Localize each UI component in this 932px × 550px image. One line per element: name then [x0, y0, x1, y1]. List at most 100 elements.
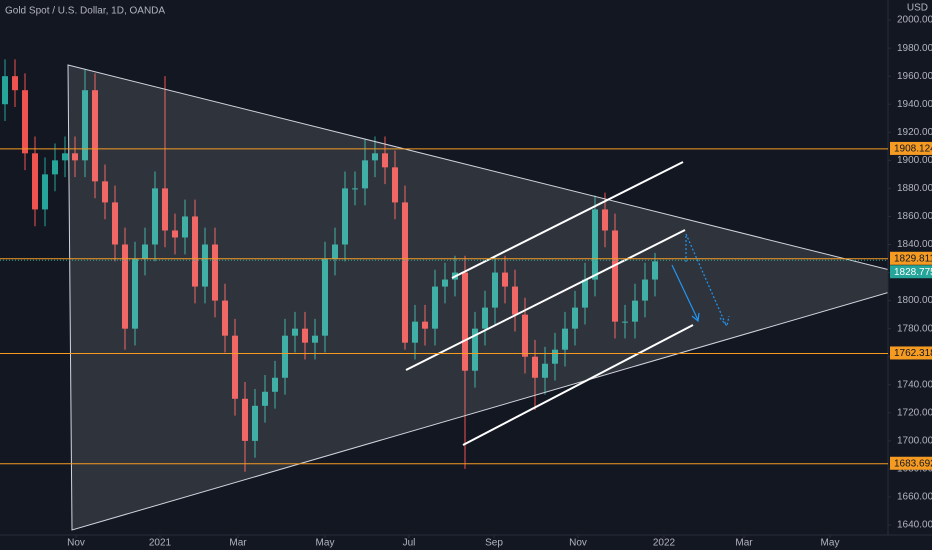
- candle-body: [122, 244, 128, 329]
- candle-body: [382, 153, 388, 168]
- candle-body: [392, 167, 398, 203]
- x-tick-label: Mar: [229, 538, 247, 549]
- candle-body: [252, 405, 258, 441]
- y-tick-label: 1960.000: [897, 71, 932, 82]
- x-tick-label: 2022: [653, 538, 676, 549]
- candle-body: [612, 230, 618, 322]
- candle-body: [632, 300, 638, 322]
- candle-body: [42, 174, 48, 210]
- y-tick-label: 1880.000: [897, 183, 932, 194]
- level-label-box: [890, 141, 932, 155]
- y-tick-label: 1940.000: [897, 99, 932, 110]
- candle-body: [522, 314, 528, 357]
- y-tick-label: 1920.000: [897, 127, 932, 138]
- x-tick-label: May: [821, 538, 840, 549]
- axis-unit: USD: [907, 3, 928, 14]
- candle-body: [412, 321, 418, 343]
- candle-body: [572, 307, 578, 329]
- candle-body: [462, 272, 468, 371]
- y-tick-label: 1860.000: [897, 211, 932, 222]
- candle-body: [442, 279, 448, 287]
- candle-body: [222, 300, 228, 336]
- candle-body: [32, 153, 38, 210]
- channel-line: [462, 324, 694, 446]
- candle-body: [142, 244, 148, 259]
- last-price-box: [890, 265, 932, 279]
- candle-body: [512, 286, 518, 315]
- candle-body: [22, 90, 28, 154]
- y-tick-label: 1980.000: [897, 43, 932, 54]
- candle-body: [2, 76, 8, 105]
- candle-body: [132, 258, 138, 329]
- candle-body: [332, 244, 338, 259]
- candle-body: [262, 391, 268, 406]
- x-tick-label: May: [316, 538, 335, 549]
- candle-body: [342, 188, 348, 245]
- candle-body: [552, 349, 558, 364]
- candle-body: [152, 188, 158, 245]
- candle-body: [312, 335, 318, 343]
- candle-body: [562, 328, 568, 350]
- y-tick-label: 1660.000: [897, 492, 932, 503]
- x-tick-label: Nov: [569, 538, 587, 549]
- channel-line: [405, 229, 686, 371]
- candle-body: [602, 209, 608, 231]
- candle-body: [232, 335, 238, 399]
- candle-body: [52, 160, 58, 175]
- x-tick-label: Mar: [735, 538, 753, 549]
- candle-body: [292, 328, 298, 336]
- level-label: 1829.811: [894, 253, 932, 264]
- y-tick-label: 1800.000: [897, 295, 932, 306]
- candle-body: [192, 216, 198, 287]
- chart-title: Gold Spot / U.S. Dollar, 1D, OANDA: [5, 6, 165, 17]
- candle-body: [322, 258, 328, 336]
- candle-body: [422, 321, 428, 329]
- last-price-label: 1828.775: [894, 267, 932, 278]
- candle-body: [622, 321, 628, 323]
- y-tick-label: 1780.000: [897, 323, 932, 334]
- candle-body: [642, 279, 648, 301]
- candle-body: [72, 153, 78, 161]
- candle-body: [272, 377, 278, 392]
- candle-body: [182, 216, 188, 238]
- candle-body: [62, 153, 68, 161]
- level-label-box: [890, 251, 932, 265]
- candle-body: [582, 279, 588, 308]
- x-tick-label: Jul: [403, 538, 416, 549]
- level-label-box: [890, 456, 932, 470]
- candle-body: [532, 356, 538, 378]
- x-tick-label: Nov: [67, 538, 85, 549]
- candle-body: [482, 307, 488, 329]
- drawings: [67, 64, 891, 531]
- candle-body: [282, 335, 288, 378]
- candle-body: [162, 188, 168, 231]
- candle-body: [402, 202, 408, 343]
- candle-body: [212, 244, 218, 301]
- y-tick-label: 1640.000: [897, 520, 932, 531]
- candles: [2, 59, 658, 472]
- candle-body: [92, 90, 98, 182]
- projection-arrow: [671, 264, 700, 323]
- candle-body: [362, 160, 368, 189]
- candle-body: [302, 328, 308, 343]
- x-tick-label: Sep: [485, 538, 503, 549]
- candle-body: [12, 76, 18, 91]
- candle-body: [102, 181, 108, 203]
- candle-body: [492, 272, 498, 308]
- level-label: 1762.318: [894, 348, 932, 359]
- candle-body: [112, 202, 118, 245]
- y-tick-label: 2000.000: [897, 15, 932, 26]
- candle-body: [472, 328, 478, 371]
- candle-body: [372, 153, 378, 161]
- level-label: 1908.124: [894, 144, 932, 155]
- projection-arrow: [685, 233, 730, 328]
- level-label: 1683.692: [894, 458, 932, 469]
- candle-body: [502, 272, 508, 287]
- y-tick-label: 1700.000: [897, 436, 932, 447]
- y-tick-label: 1720.000: [897, 407, 932, 418]
- y-tick-label: 1740.000: [897, 379, 932, 390]
- y-tick-label: 1840.000: [897, 239, 932, 250]
- level-label-box: [890, 346, 932, 360]
- candle-body: [352, 188, 358, 190]
